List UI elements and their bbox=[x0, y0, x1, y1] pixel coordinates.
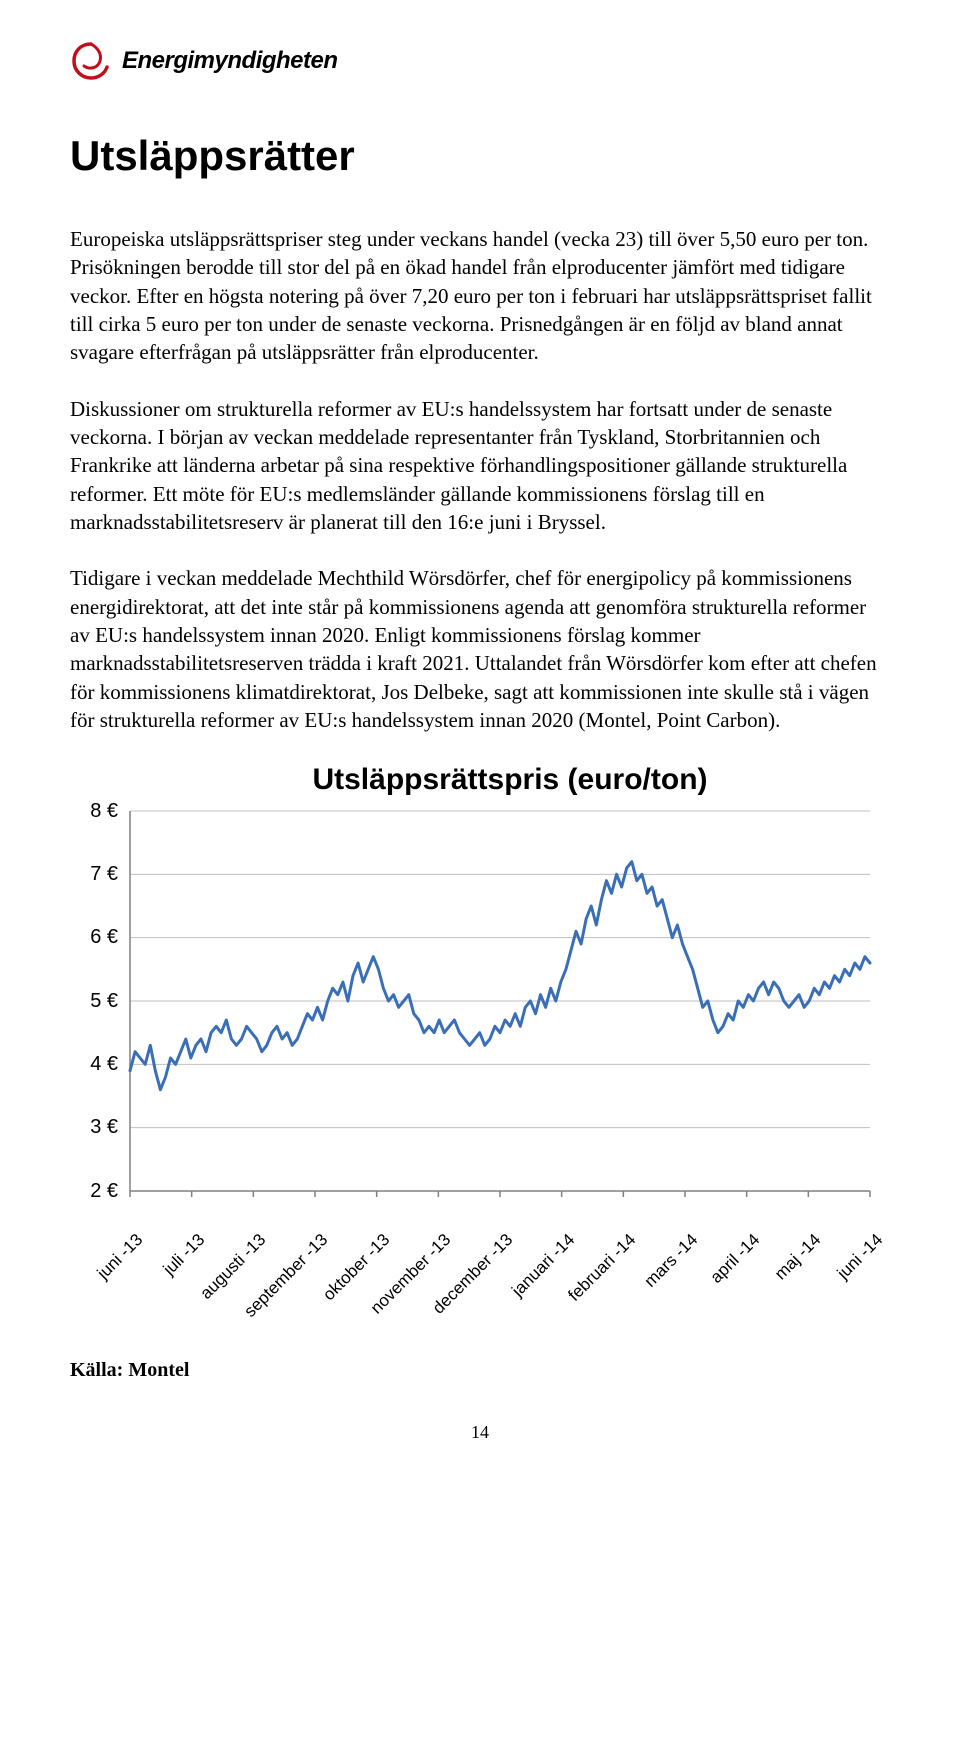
paragraph-1: Europeiska utsläppsrättspriser steg unde… bbox=[70, 225, 890, 367]
chart-y-tick: 3 € bbox=[70, 1116, 118, 1139]
logo-text: Energimyndigheten bbox=[122, 47, 338, 75]
brand-logo: Energimyndigheten bbox=[70, 40, 890, 82]
chart-y-tick: 6 € bbox=[70, 926, 118, 949]
price-chart: Utsläppsrättspris (euro/ton) 2 € 3 € 4 € 5 … bbox=[70, 763, 890, 1329]
page-number: 14 bbox=[70, 1422, 890, 1443]
chart-y-tick: 7 € bbox=[70, 863, 118, 886]
paragraph-3: Tidigare i veckan meddelade Mechthild Wö… bbox=[70, 564, 890, 734]
page-title: Utsläppsrätter bbox=[70, 132, 890, 180]
chart-y-tick: 4 € bbox=[70, 1053, 118, 1076]
chart-svg bbox=[70, 801, 890, 1201]
chart-x-labels: juni -13juli -13augusti -13september -13… bbox=[70, 1209, 890, 1329]
chart-y-tick: 2 € bbox=[70, 1180, 118, 1203]
chart-source: Källa: Montel bbox=[70, 1359, 890, 1382]
chart-title: Utsläppsrättspris (euro/ton) bbox=[130, 763, 890, 797]
chart-y-tick: 8 € bbox=[70, 800, 118, 823]
logo-swirl-icon bbox=[70, 40, 112, 82]
chart-y-tick: 5 € bbox=[70, 990, 118, 1013]
paragraph-2: Diskussioner om strukturella reformer av… bbox=[70, 395, 890, 537]
